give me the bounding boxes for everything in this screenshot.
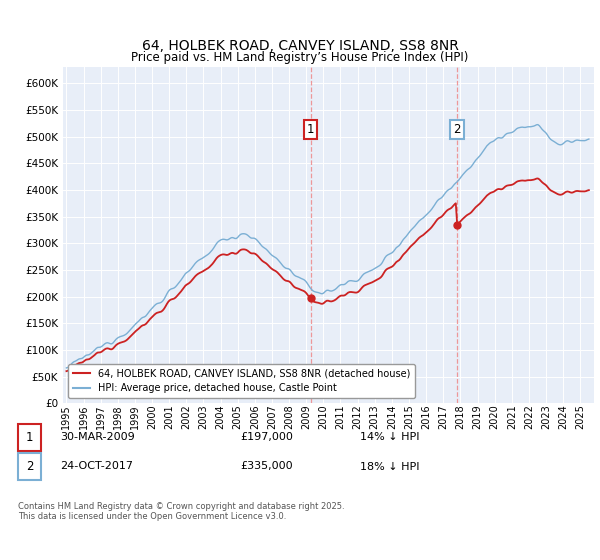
Text: Contains HM Land Registry data © Crown copyright and database right 2025.: Contains HM Land Registry data © Crown c…	[18, 502, 344, 511]
Text: Price paid vs. HM Land Registry’s House Price Index (HPI): Price paid vs. HM Land Registry’s House …	[131, 52, 469, 64]
Text: 1: 1	[26, 431, 33, 444]
Text: 2: 2	[26, 460, 33, 473]
Text: £335,000: £335,000	[240, 461, 293, 472]
Legend: 64, HOLBEK ROAD, CANVEY ISLAND, SS8 8NR (detached house), HPI: Average price, de: 64, HOLBEK ROAD, CANVEY ISLAND, SS8 8NR …	[68, 364, 415, 398]
Text: 24-OCT-2017: 24-OCT-2017	[60, 461, 133, 472]
Text: 18% ↓ HPI: 18% ↓ HPI	[360, 461, 419, 472]
Text: 2: 2	[453, 123, 461, 136]
Text: 1: 1	[307, 123, 314, 136]
Text: 64, HOLBEK ROAD, CANVEY ISLAND, SS8 8NR: 64, HOLBEK ROAD, CANVEY ISLAND, SS8 8NR	[142, 39, 458, 53]
Text: £197,000: £197,000	[240, 432, 293, 442]
Text: This data is licensed under the Open Government Licence v3.0.: This data is licensed under the Open Gov…	[18, 512, 286, 521]
Text: 30-MAR-2009: 30-MAR-2009	[60, 432, 135, 442]
Text: 14% ↓ HPI: 14% ↓ HPI	[360, 432, 419, 442]
